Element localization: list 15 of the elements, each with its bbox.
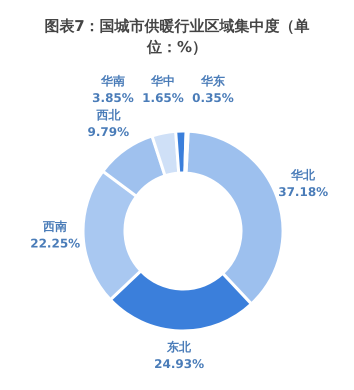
chart-title: 图表7：国城市供暖行业区域集中度（单位：%）: [43, 16, 311, 58]
slice-label: 华北: [290, 168, 316, 182]
data-label: 37.18%: [278, 185, 328, 200]
data-label: 3.85%: [92, 91, 134, 105]
slice-label: 东北: [166, 340, 192, 354]
slice-label: 华东: [200, 74, 225, 88]
data-label: 0.35%: [192, 91, 234, 105]
data-label: 22.25%: [30, 236, 80, 250]
slice-label: 华中: [150, 74, 175, 88]
slice-label: 西北: [95, 108, 122, 122]
data-label: 1.65%: [142, 91, 184, 105]
slice-label: 华南: [100, 74, 125, 88]
data-label: 24.93%: [154, 356, 204, 371]
slice-label: 西南: [42, 219, 68, 234]
data-label: 9.79%: [88, 125, 130, 140]
